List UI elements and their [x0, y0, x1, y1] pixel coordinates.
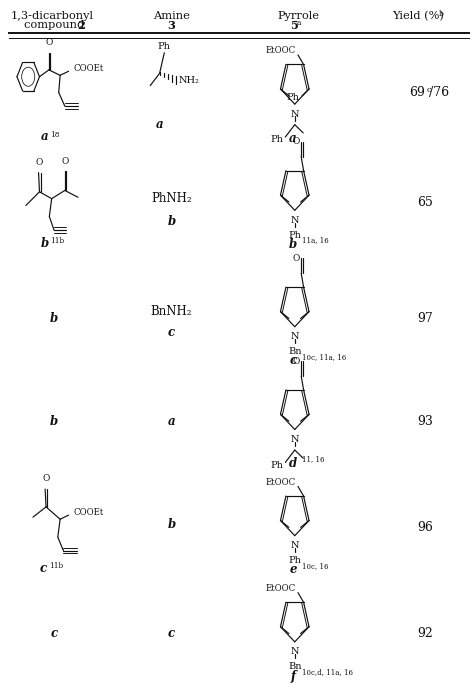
Text: O: O — [293, 357, 300, 366]
Text: c: c — [40, 562, 47, 575]
Text: EtOOC: EtOOC — [266, 47, 296, 55]
Text: b: b — [40, 237, 49, 249]
Text: O: O — [45, 38, 53, 47]
Text: b: b — [167, 215, 175, 227]
Text: 11a, 16: 11a, 16 — [302, 236, 328, 245]
Text: Pyrrole: Pyrrole — [277, 11, 319, 21]
Text: Ph: Ph — [287, 93, 300, 102]
Text: c: c — [426, 86, 431, 95]
Text: 3: 3 — [167, 20, 175, 31]
Text: Bn: Bn — [288, 347, 301, 356]
Text: N: N — [291, 332, 299, 341]
Text: d: d — [289, 458, 297, 470]
Text: 5: 5 — [290, 20, 298, 31]
Text: 10c,d, 11a, 16: 10c,d, 11a, 16 — [302, 668, 353, 676]
Text: 11b: 11b — [50, 237, 64, 245]
Text: 65: 65 — [417, 196, 433, 208]
Text: EtOOC: EtOOC — [266, 478, 296, 487]
Text: 1,3-dicarbonyl: 1,3-dicarbonyl — [10, 11, 93, 21]
Text: O: O — [293, 254, 300, 263]
Text: EtOOC: EtOOC — [266, 584, 296, 593]
Text: a: a — [289, 132, 297, 145]
Text: N: N — [291, 647, 299, 656]
Text: 11b: 11b — [49, 562, 63, 571]
Text: O: O — [293, 138, 300, 147]
Text: Ph: Ph — [271, 135, 283, 145]
Text: Ph: Ph — [288, 556, 301, 565]
Text: NH₂: NH₂ — [178, 75, 199, 85]
Text: 2: 2 — [77, 20, 85, 31]
Text: 92: 92 — [417, 627, 433, 640]
Text: Ph: Ph — [271, 460, 283, 470]
Text: 10c, 11a, 16: 10c, 11a, 16 — [302, 353, 346, 361]
Text: Ph: Ph — [288, 231, 301, 240]
Text: COOEt: COOEt — [73, 64, 103, 73]
Text: /76: /76 — [429, 86, 449, 99]
Text: b: b — [167, 518, 175, 530]
Text: a: a — [297, 19, 301, 27]
Text: COOEt: COOEt — [73, 508, 103, 517]
Text: N: N — [291, 110, 299, 119]
Text: 10c, 16: 10c, 16 — [302, 562, 328, 570]
Text: e: e — [289, 564, 297, 576]
Text: a: a — [156, 119, 164, 131]
Text: 93: 93 — [417, 415, 433, 427]
Text: Bn: Bn — [288, 662, 301, 671]
Text: b: b — [438, 10, 443, 18]
Text: Ph: Ph — [158, 42, 171, 51]
Text: b: b — [289, 238, 297, 251]
Text: PhNH₂: PhNH₂ — [151, 192, 191, 205]
Text: O: O — [42, 474, 50, 483]
Text: 96: 96 — [417, 521, 433, 534]
Text: c: c — [50, 627, 58, 640]
Text: Amine: Amine — [153, 11, 190, 21]
Text: c: c — [168, 326, 175, 338]
Text: N: N — [291, 216, 299, 225]
Text: 69: 69 — [409, 86, 425, 99]
Text: a: a — [41, 131, 48, 143]
Text: c: c — [289, 355, 296, 367]
Text: Yield (%): Yield (%) — [392, 10, 444, 21]
Text: O: O — [61, 157, 69, 166]
Text: 18: 18 — [50, 131, 60, 139]
Text: b: b — [50, 415, 58, 427]
Text: BnNH₂: BnNH₂ — [151, 306, 192, 318]
Text: f: f — [291, 670, 295, 682]
Text: 11, 16: 11, 16 — [302, 456, 324, 464]
Text: compound: compound — [24, 21, 87, 30]
Text: a: a — [167, 415, 175, 427]
Text: b: b — [50, 312, 58, 325]
Text: N: N — [291, 541, 299, 550]
Text: c: c — [168, 627, 175, 640]
Text: 97: 97 — [417, 312, 433, 325]
Text: N: N — [291, 435, 299, 444]
Text: O: O — [36, 158, 43, 167]
